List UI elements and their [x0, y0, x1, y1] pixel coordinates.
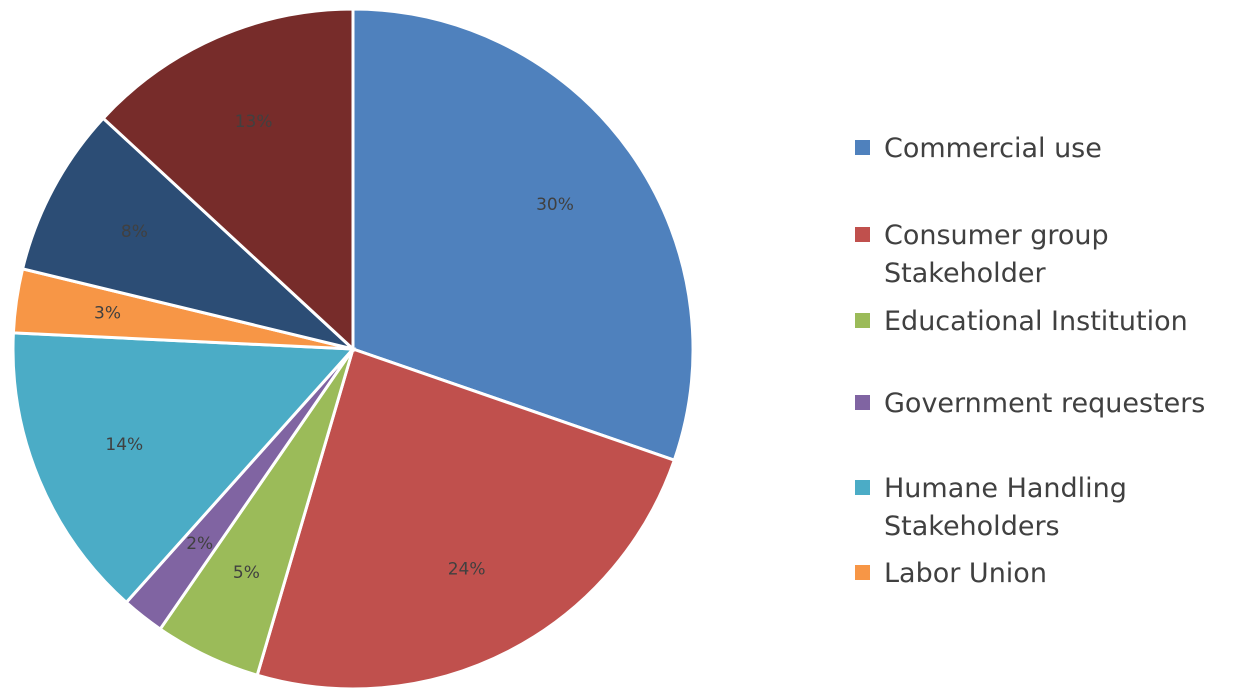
- legend-label: Humane Handling Stakeholders: [884, 473, 1127, 542]
- legend-item: Government requesters: [855, 385, 1244, 423]
- legend-swatch: [855, 140, 870, 155]
- pie-value-label-3: 2%: [186, 534, 213, 554]
- pie-value-label-2: 5%: [233, 563, 260, 583]
- pie-slice-7: [101, 7, 355, 353]
- pie-value-label-1: 24%: [448, 559, 486, 579]
- pie-slice-4: [11, 331, 357, 605]
- pie-value-labels: 30% 24% 5% 2% 14% 3% 8% 13%: [94, 112, 574, 583]
- legend-item: Educational Institution: [855, 303, 1244, 341]
- legend-swatch: [855, 395, 870, 410]
- legend-swatch: [855, 480, 870, 495]
- legend-item: Commercial use: [855, 130, 1244, 168]
- legend-item: Humane Handling Stakeholders: [855, 470, 1154, 546]
- legend-swatch: [855, 313, 870, 328]
- pie-value-label-7: 13%: [235, 112, 273, 132]
- legend-item: Labor Union: [855, 555, 1244, 593]
- pie-value-label-0: 30%: [536, 195, 574, 215]
- legend-label: Government requesters: [884, 388, 1206, 419]
- legend-label: Educational Institution: [884, 306, 1188, 337]
- legend-label: Consumer group Stakeholder: [884, 220, 1109, 289]
- legend-label: Labor Union: [884, 558, 1047, 589]
- legend-swatch: [855, 565, 870, 580]
- pie-slice-6: [20, 116, 359, 352]
- pie-value-label-6: 8%: [121, 222, 148, 242]
- pie-slices: [11, 7, 695, 688]
- legend-label: Commercial use: [884, 133, 1102, 164]
- legend-item: Consumer group Stakeholder: [855, 217, 1154, 293]
- legend-swatch: [855, 227, 870, 242]
- pie-value-label-5: 3%: [94, 304, 121, 324]
- pie-slice-0: [351, 7, 695, 463]
- pie-value-label-4: 14%: [105, 435, 143, 455]
